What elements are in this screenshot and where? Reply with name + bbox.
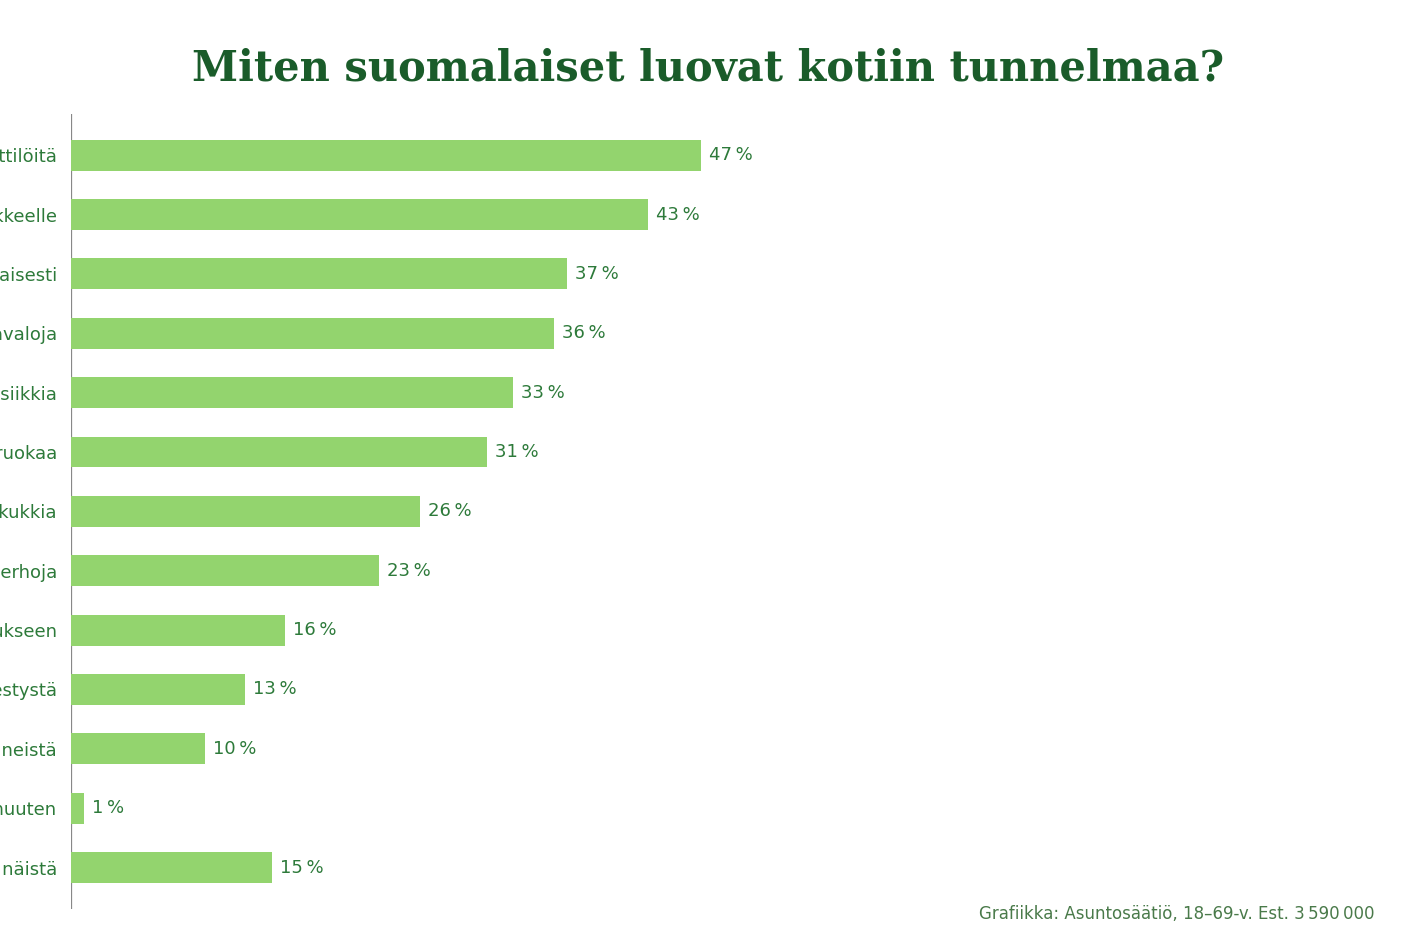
Text: 16 %: 16 % — [293, 621, 337, 639]
Bar — [71, 733, 205, 764]
Text: Miten suomalaiset luovat kotiin tunnelmaa?: Miten suomalaiset luovat kotiin tunnelma… — [193, 47, 1224, 89]
Bar — [71, 555, 380, 586]
Bar — [71, 496, 419, 527]
Bar — [71, 674, 245, 705]
Bar — [71, 259, 567, 290]
Bar — [71, 318, 554, 348]
Text: 15 %: 15 % — [281, 859, 323, 877]
Bar — [71, 199, 648, 230]
Text: 33 %: 33 % — [521, 384, 565, 402]
Bar — [71, 793, 84, 824]
Text: 47 %: 47 % — [708, 146, 752, 164]
Bar — [71, 615, 285, 646]
Text: Grafiikka: Asuntosäätiö, 18–69-v. Est. 3 590 000: Grafiikka: Asuntosäätiö, 18–69-v. Est. 3… — [979, 905, 1374, 923]
Text: 10 %: 10 % — [213, 740, 256, 758]
Text: 36 %: 36 % — [561, 324, 605, 342]
Bar — [71, 852, 272, 883]
Text: 43 %: 43 % — [656, 205, 700, 223]
Text: 23 %: 23 % — [387, 562, 431, 580]
Bar — [71, 377, 513, 408]
Text: 26 %: 26 % — [428, 502, 472, 521]
Bar — [71, 437, 486, 468]
Text: 37 %: 37 % — [575, 265, 619, 283]
Bar — [71, 140, 701, 170]
Text: 1 %: 1 % — [92, 799, 125, 817]
Text: 31 %: 31 % — [495, 443, 538, 461]
Text: 13 %: 13 % — [254, 681, 298, 699]
